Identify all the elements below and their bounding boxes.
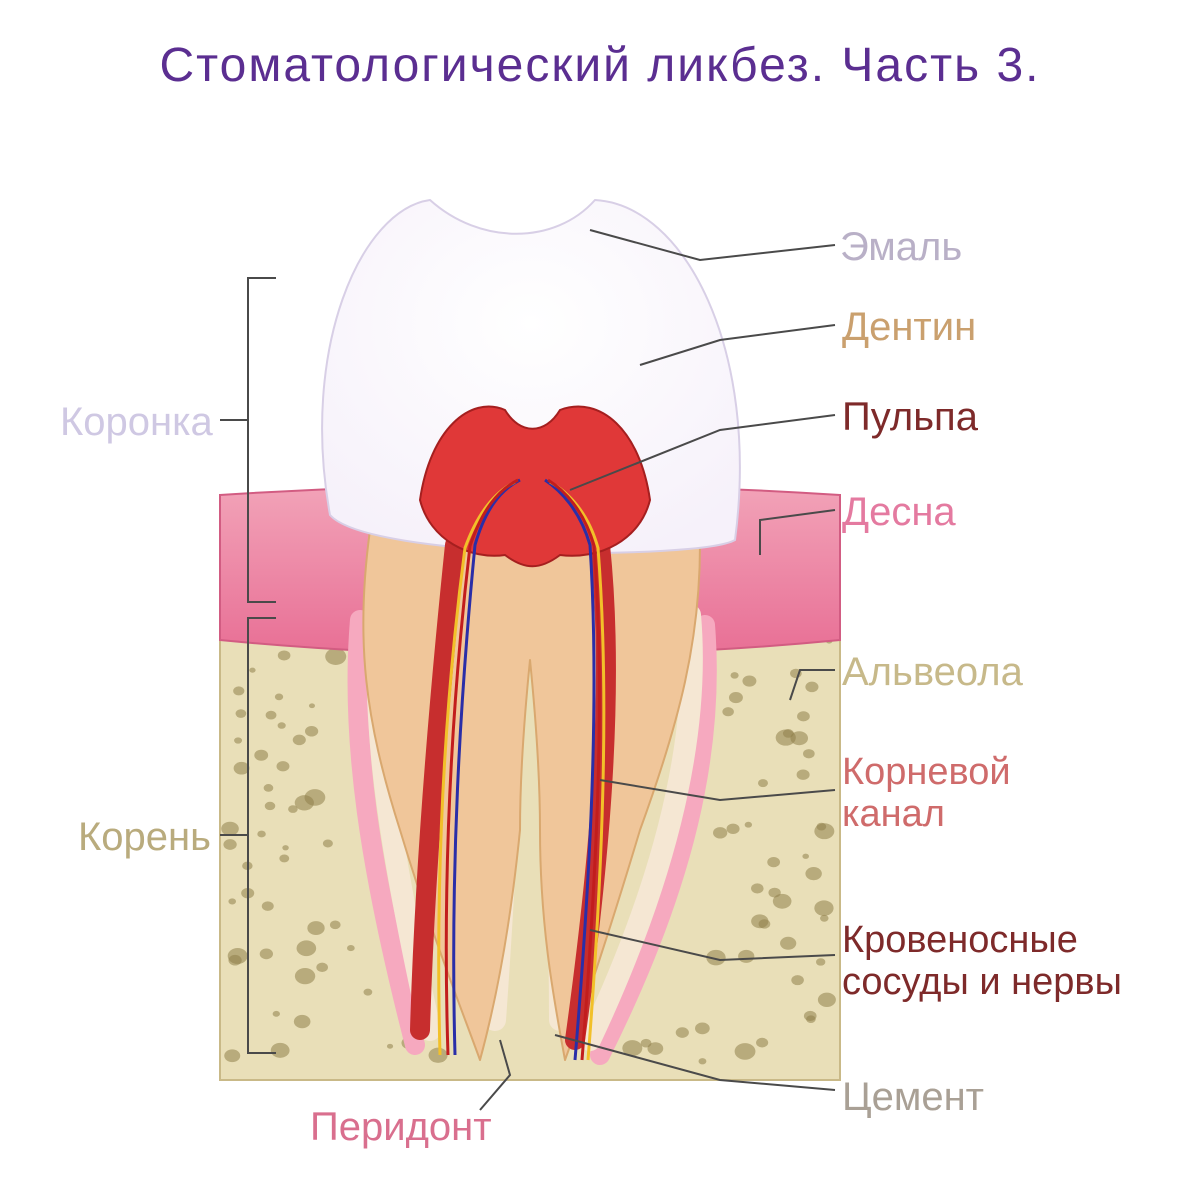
label-canal: Корневой канал [842,752,1011,836]
label-gum: Десна [842,490,956,534]
label-alveola: Альвеола [842,650,1023,694]
label-dentin: Дентин [842,305,976,349]
label-crown: Коронка [60,400,213,444]
tooth-illustration [0,0,1200,1200]
label-cement: Цемент [842,1075,984,1119]
label-periodont: Перидонт [310,1105,492,1149]
diagram-stage: Стоматологический ликбез. Часть 3. Корон… [0,0,1200,1200]
label-vessels: Кровеносные сосуды и нервы [842,920,1122,1004]
label-root: Корень [78,815,211,859]
label-enamel: Эмаль [840,225,962,269]
label-pulp: Пульпа [842,395,978,439]
